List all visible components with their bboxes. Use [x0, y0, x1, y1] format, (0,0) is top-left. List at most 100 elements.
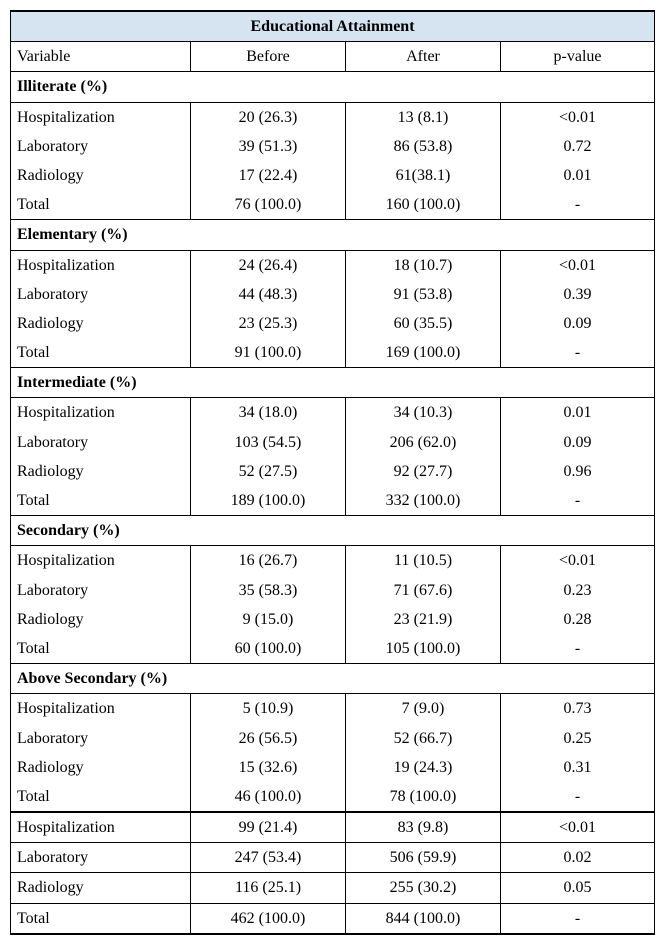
row-variable: Radiology — [11, 753, 191, 782]
row-after: 332 (100.0) — [346, 486, 501, 516]
row-before: 9 (15.0) — [191, 605, 346, 634]
table-row: Laboratory247 (53.4)506 (59.9)0.02 — [11, 843, 655, 873]
row-after: 105 (100.0) — [346, 634, 501, 664]
section-header: Secondary (%) — [11, 516, 655, 546]
row-before: 99 (21.4) — [191, 812, 346, 843]
row-pvalue: 0.39 — [501, 280, 655, 309]
row-pvalue: 0.09 — [501, 309, 655, 338]
row-after: 52 (66.7) — [346, 724, 501, 753]
table-row: Hospitalization20 (26.3)13 (8.1)<0.01 — [11, 102, 655, 132]
row-before: 46 (100.0) — [191, 782, 346, 812]
row-before: 189 (100.0) — [191, 486, 346, 516]
row-before: 35 (58.3) — [191, 576, 346, 605]
row-variable: Total — [11, 782, 191, 812]
table-row: Total189 (100.0)332 (100.0)- — [11, 486, 655, 516]
row-after: 86 (53.8) — [346, 132, 501, 161]
row-after: 61(38.1) — [346, 161, 501, 190]
row-pvalue: <0.01 — [501, 250, 655, 280]
row-variable: Total — [11, 338, 191, 368]
row-pvalue: 0.23 — [501, 576, 655, 605]
col-header-pvalue: p-value — [501, 42, 655, 72]
table-row: Total91 (100.0)169 (100.0)- — [11, 338, 655, 368]
row-before: 24 (26.4) — [191, 250, 346, 280]
row-variable: Total — [11, 190, 191, 220]
table-row: Hospitalization5 (10.9)7 (9.0)0.73 — [11, 694, 655, 724]
row-variable: Hospitalization — [11, 250, 191, 280]
row-after: 206 (62.0) — [346, 428, 501, 457]
col-header-before: Before — [191, 42, 346, 72]
table-row: Radiology52 (27.5)92 (27.7)0.96 — [11, 457, 655, 486]
row-pvalue: - — [501, 903, 655, 934]
section-header: Elementary (%) — [11, 220, 655, 250]
table-row: Hospitalization34 (18.0)34 (10.3)0.01 — [11, 398, 655, 428]
educational-attainment-table: Educational AttainmentVariableBeforeAfte… — [10, 10, 655, 935]
row-before: 5 (10.9) — [191, 694, 346, 724]
row-before: 44 (48.3) — [191, 280, 346, 309]
row-variable: Laboratory — [11, 428, 191, 457]
row-before: 26 (56.5) — [191, 724, 346, 753]
row-before: 23 (25.3) — [191, 309, 346, 338]
row-pvalue: 0.72 — [501, 132, 655, 161]
row-pvalue: - — [501, 486, 655, 516]
row-before: 103 (54.5) — [191, 428, 346, 457]
row-before: 17 (22.4) — [191, 161, 346, 190]
row-variable: Radiology — [11, 161, 191, 190]
row-after: 255 (30.2) — [346, 873, 501, 903]
row-pvalue: 0.01 — [501, 161, 655, 190]
row-pvalue: 0.09 — [501, 428, 655, 457]
row-variable: Laboratory — [11, 576, 191, 605]
row-after: 169 (100.0) — [346, 338, 501, 368]
table-title: Educational Attainment — [11, 11, 655, 42]
row-before: 34 (18.0) — [191, 398, 346, 428]
row-after: 23 (21.9) — [346, 605, 501, 634]
col-header-variable: Variable — [11, 42, 191, 72]
row-variable: Hospitalization — [11, 398, 191, 428]
row-pvalue: <0.01 — [501, 546, 655, 576]
row-pvalue: - — [501, 338, 655, 368]
row-before: 20 (26.3) — [191, 102, 346, 132]
row-pvalue: - — [501, 782, 655, 812]
row-after: 34 (10.3) — [346, 398, 501, 428]
section-header: Illiterate (%) — [11, 72, 655, 102]
row-variable: Laboratory — [11, 724, 191, 753]
row-after: 91 (53.8) — [346, 280, 501, 309]
row-after: 506 (59.9) — [346, 843, 501, 873]
row-pvalue: <0.01 — [501, 812, 655, 843]
row-variable: Hospitalization — [11, 694, 191, 724]
row-after: 19 (24.3) — [346, 753, 501, 782]
table-row: Hospitalization99 (21.4)83 (9.8)<0.01 — [11, 812, 655, 843]
table-row: Radiology23 (25.3)60 (35.5)0.09 — [11, 309, 655, 338]
row-after: 71 (67.6) — [346, 576, 501, 605]
row-variable: Laboratory — [11, 280, 191, 309]
table-row: Laboratory35 (58.3)71 (67.6)0.23 — [11, 576, 655, 605]
row-after: 11 (10.5) — [346, 546, 501, 576]
table-row: Total76 (100.0)160 (100.0)- — [11, 190, 655, 220]
row-after: 13 (8.1) — [346, 102, 501, 132]
row-pvalue: 0.01 — [501, 398, 655, 428]
row-variable: Laboratory — [11, 132, 191, 161]
row-before: 91 (100.0) — [191, 338, 346, 368]
row-variable: Total — [11, 634, 191, 664]
section-header: Intermediate (%) — [11, 368, 655, 398]
row-variable: Hospitalization — [11, 812, 191, 843]
row-before: 15 (32.6) — [191, 753, 346, 782]
row-variable: Radiology — [11, 309, 191, 338]
row-after: 7 (9.0) — [346, 694, 501, 724]
table-row: Total60 (100.0)105 (100.0)- — [11, 634, 655, 664]
row-after: 844 (100.0) — [346, 903, 501, 934]
row-before: 60 (100.0) — [191, 634, 346, 664]
row-variable: Hospitalization — [11, 546, 191, 576]
row-pvalue: 0.31 — [501, 753, 655, 782]
table-row: Laboratory44 (48.3)91 (53.8)0.39 — [11, 280, 655, 309]
section-header: Above Secondary (%) — [11, 664, 655, 694]
row-before: 76 (100.0) — [191, 190, 346, 220]
row-before: 116 (25.1) — [191, 873, 346, 903]
row-after: 60 (35.5) — [346, 309, 501, 338]
row-after: 92 (27.7) — [346, 457, 501, 486]
table-row: Hospitalization24 (26.4)18 (10.7)<0.01 — [11, 250, 655, 280]
row-variable: Hospitalization — [11, 102, 191, 132]
row-pvalue: 0.25 — [501, 724, 655, 753]
table-row: Radiology15 (32.6)19 (24.3)0.31 — [11, 753, 655, 782]
table-row: Total462 (100.0)844 (100.0)- — [11, 903, 655, 934]
table-row: Radiology9 (15.0)23 (21.9)0.28 — [11, 605, 655, 634]
